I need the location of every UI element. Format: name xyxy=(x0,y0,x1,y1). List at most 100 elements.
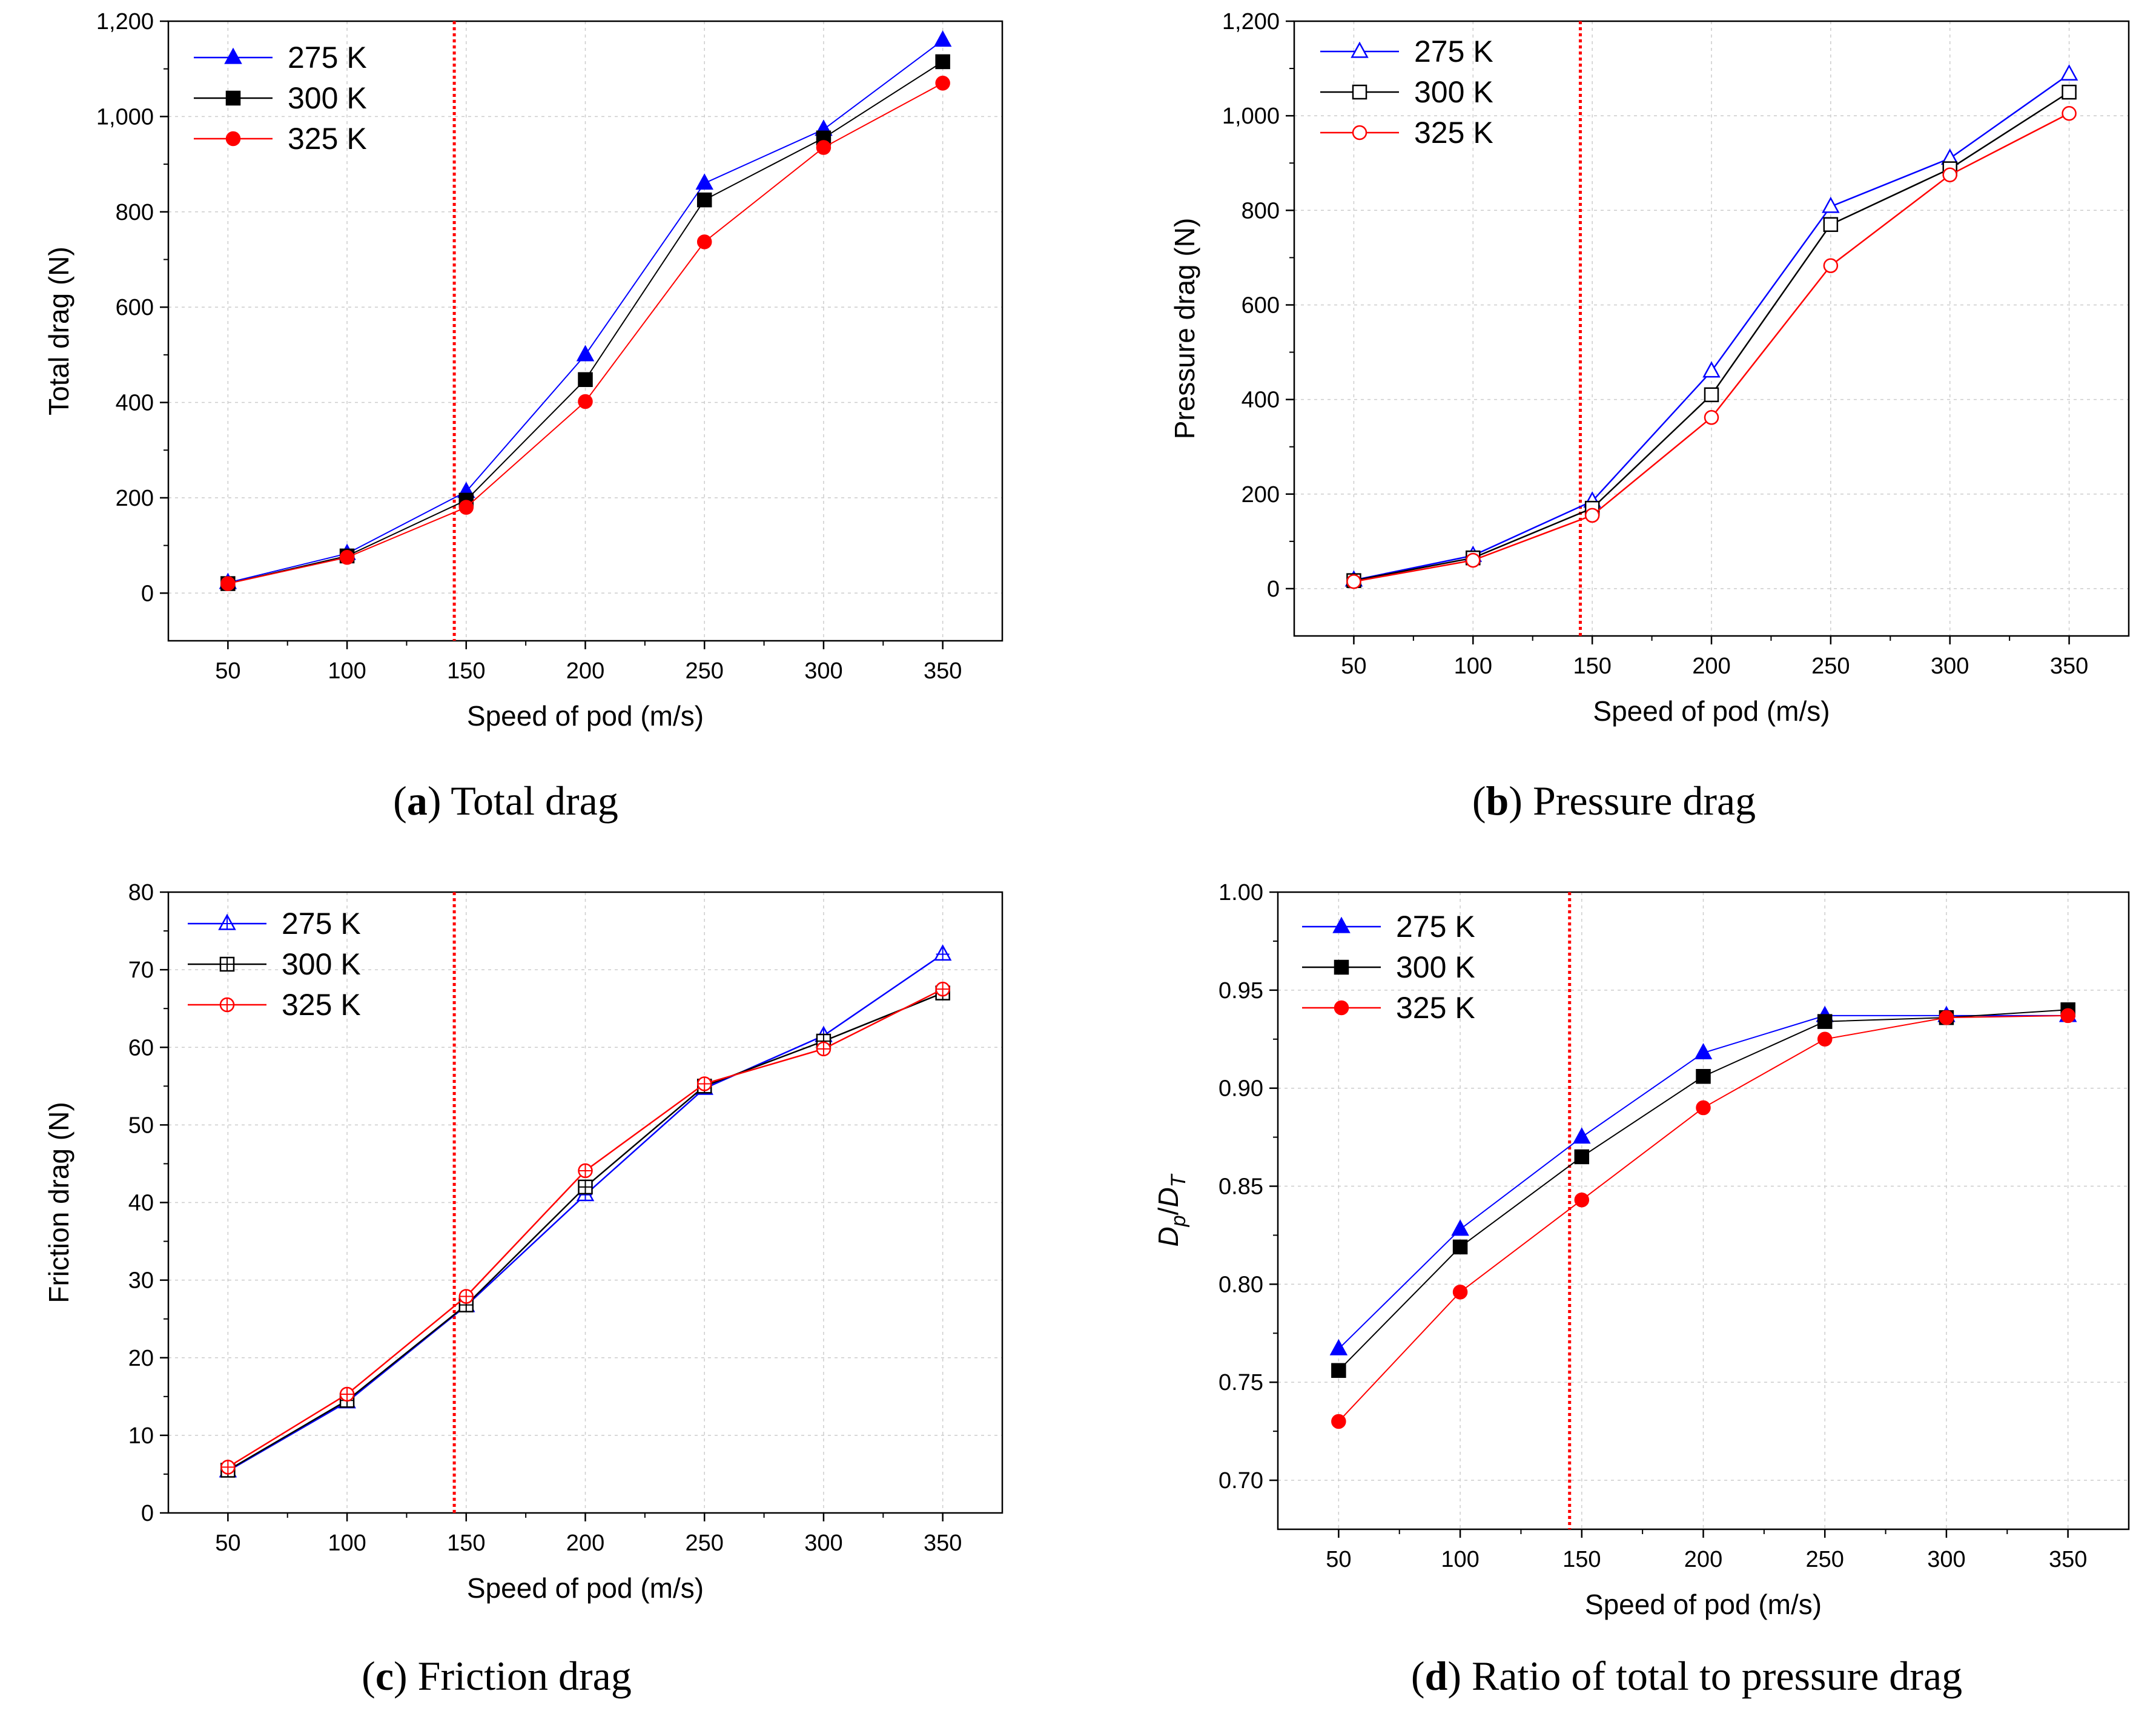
legend-marker-a-t300 xyxy=(225,90,241,106)
y-axis-title-c: Friction drag (N) xyxy=(43,1102,74,1303)
legend-label-c-t325: 325 K xyxy=(282,988,361,1022)
data-point-c-t325 xyxy=(220,1460,236,1475)
y-tick-label-b: 1,000 xyxy=(1222,104,1280,129)
y-tick-label-c: 0 xyxy=(141,1501,154,1526)
caption-d-letter: d xyxy=(1425,1653,1448,1699)
caption-b-text: Pressure drag xyxy=(1533,778,1756,824)
data-point-b-t325 xyxy=(1942,167,1957,182)
data-point-d-t300 xyxy=(1452,1239,1468,1255)
data-point-a-t300 xyxy=(935,54,950,70)
legend-label-d-t275: 275 K xyxy=(1396,910,1475,944)
legend-label-a-t325: 325 K xyxy=(288,122,367,156)
x-tick-label-c: 100 xyxy=(328,1530,366,1556)
legend-marker-a-t325 xyxy=(225,131,241,147)
caption-d-text: Ratio of total to pressure drag xyxy=(1472,1653,1962,1699)
data-point-d-t325 xyxy=(1574,1192,1590,1208)
legend-label-d-t325: 325 K xyxy=(1396,991,1475,1025)
x-tick-label-a: 350 xyxy=(924,658,962,684)
legend-marker-d-t275 xyxy=(1332,916,1351,933)
legend-marker-d-t325 xyxy=(1334,1000,1349,1016)
legend-c: 275 K 300 K 325 K xyxy=(188,907,361,1022)
data-point-d-t300 xyxy=(1574,1149,1590,1165)
data-point-d-t325 xyxy=(2060,1008,2075,1024)
legend-marker-c-t325 xyxy=(219,997,235,1013)
caption-b: (b) Pressure drag xyxy=(1472,778,1756,824)
data-point-a-t325 xyxy=(578,394,593,409)
y-tick-label-b: 200 xyxy=(1242,482,1280,508)
legend-marker-c-t275 xyxy=(218,913,236,930)
y-axis-title-part-d: T xyxy=(1167,1173,1190,1187)
data-point-a-t325 xyxy=(935,76,950,91)
data-point-b-t275 xyxy=(1702,361,1721,378)
x-tick-label-d: 100 xyxy=(1441,1547,1479,1572)
data-point-c-t300 xyxy=(578,1179,593,1195)
x-tick-label-b: 350 xyxy=(2050,654,2088,679)
data-point-a-t275 xyxy=(695,173,713,190)
data-point-b-t325 xyxy=(2062,106,2077,121)
data-point-c-t325 xyxy=(935,981,950,997)
data-point-d-t275 xyxy=(1694,1043,1713,1060)
data-point-b-t275 xyxy=(2060,64,2078,81)
legend-label-a-t300: 300 K xyxy=(288,81,367,115)
y-tick-label-a: 400 xyxy=(116,391,154,416)
data-point-a-t300 xyxy=(578,372,593,388)
data-point-b-t325 xyxy=(1584,508,1600,523)
legend-label-b-t325: 325 K xyxy=(1414,116,1493,150)
x-tick-label-d: 350 xyxy=(2049,1547,2087,1572)
data-point-d-t325 xyxy=(1939,1010,1954,1025)
legend-label-c-t275: 275 K xyxy=(282,907,361,941)
x-axis-title-c: Speed of pod (m/s) xyxy=(467,1572,704,1604)
y-tick-label-c: 20 xyxy=(128,1346,154,1371)
x-tick-label-d: 200 xyxy=(1684,1547,1722,1572)
legend-marker-b-t300 xyxy=(1352,84,1367,100)
y-tick-label-b: 800 xyxy=(1242,198,1280,223)
data-point-d-t300 xyxy=(1696,1069,1711,1084)
data-point-b-t325 xyxy=(1704,410,1719,425)
caption-a-text: Total drag xyxy=(451,778,618,824)
data-point-b-t325 xyxy=(1346,574,1361,589)
legend-d: 275 K 300 K 325 K xyxy=(1302,910,1475,1025)
x-tick-label-b: 200 xyxy=(1692,654,1730,679)
data-point-c-t325 xyxy=(578,1163,593,1179)
data-point-a-t300 xyxy=(696,192,712,208)
data-point-d-t275 xyxy=(1573,1127,1591,1144)
legend-b: 275 K 300 K 325 K xyxy=(1320,35,1493,150)
y-tick-label-c: 60 xyxy=(128,1035,154,1060)
y-tick-label-d: 0.75 xyxy=(1219,1370,1263,1395)
data-point-d-t300 xyxy=(1331,1363,1346,1378)
y-tick-label-a: 0 xyxy=(141,581,154,606)
data-point-a-t325 xyxy=(220,576,236,591)
data-point-d-t300 xyxy=(1817,1014,1833,1029)
y-tick-label-c: 40 xyxy=(128,1191,154,1216)
data-point-c-t325 xyxy=(696,1076,712,1091)
x-axis-title-a: Speed of pod (m/s) xyxy=(467,700,704,732)
y-tick-label-b: 400 xyxy=(1242,388,1280,413)
panel-a: 0 200 400 600 800 1,000 1,200 50 100 150 200 250 300… xyxy=(43,9,1004,732)
panel-c: 0 10 20 30 40 50 60 70 80 50 100 150 200 250 300 350 Spe… xyxy=(43,880,1004,1604)
data-point-a-t325 xyxy=(339,550,355,565)
caption-c-letter: c xyxy=(375,1653,394,1699)
data-point-a-t325 xyxy=(696,234,712,250)
y-tick-label-a: 1,200 xyxy=(96,9,154,35)
data-point-d-t275 xyxy=(1451,1219,1469,1236)
y-tick-label-c: 70 xyxy=(128,958,154,983)
x-tick-label-c: 300 xyxy=(804,1530,842,1556)
data-point-a-t325 xyxy=(816,140,832,155)
y-axis-title-part-d: / xyxy=(1152,1207,1184,1215)
data-point-d-t325 xyxy=(1331,1414,1346,1429)
x-axis-title-d: Speed of pod (m/s) xyxy=(1585,1589,1822,1620)
data-point-c-t325 xyxy=(816,1041,832,1057)
y-tick-label-d: 0.95 xyxy=(1219,978,1263,1004)
legend-label-b-t300: 300 K xyxy=(1414,75,1493,109)
caption-a: (a) Total drag xyxy=(393,778,618,824)
caption-a-letter: a xyxy=(407,778,428,824)
y-tick-label-a: 1,000 xyxy=(96,104,154,130)
y-tick-label-b: 0 xyxy=(1267,577,1280,602)
grid-c xyxy=(168,892,1002,1514)
data-point-b-t325 xyxy=(1466,552,1481,568)
y-tick-label-c: 80 xyxy=(128,880,154,905)
y-tick-label-a: 200 xyxy=(116,486,154,511)
series-line-d-t300 xyxy=(1338,1009,2068,1371)
x-tick-label-c: 350 xyxy=(924,1530,962,1556)
